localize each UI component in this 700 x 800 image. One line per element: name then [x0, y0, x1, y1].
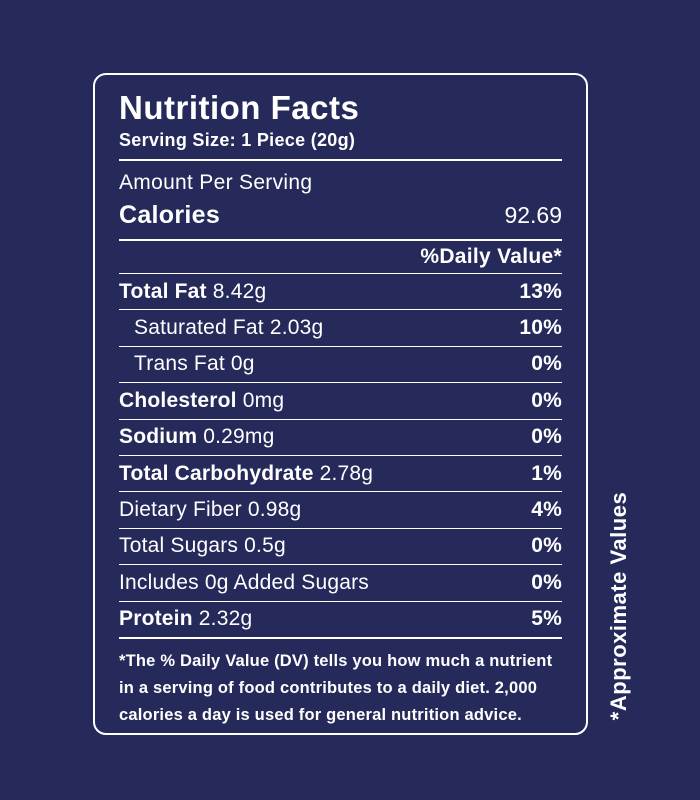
nutrient-percent: 4%	[531, 498, 562, 522]
nutrient-name-group: Protein 2.32g	[119, 607, 252, 631]
nutrient-amount: 2.32g	[192, 607, 253, 631]
nutrient-row: Dietary Fiber 0.98g 4%	[119, 492, 562, 529]
nutrient-name-group: Total Fat 8.42g	[119, 280, 266, 304]
nutrient-name-group: Cholesterol 0mg	[119, 389, 284, 413]
nutrient-amount: 0.29mg	[197, 425, 275, 449]
nutrient-name-group: Saturated Fat 2.03g	[119, 316, 323, 340]
divider-calories	[119, 239, 562, 241]
calories-row: Calories 92.69	[119, 200, 562, 239]
nutrient-name: Sodium	[119, 425, 198, 449]
divider-daily-value	[119, 273, 562, 274]
nutrient-name-group: Dietary Fiber 0.98g	[119, 498, 301, 522]
nutrient-name: Dietary Fiber	[119, 498, 242, 522]
amount-per-serving-label: Amount Per Serving	[119, 171, 313, 194]
nutrient-name-group: Trans Fat 0g	[119, 352, 255, 376]
nutrient-percent: 10%	[519, 316, 562, 340]
nutrient-row: Total Sugars 0.5g 0%	[119, 529, 562, 566]
nutrient-percent: 5%	[531, 607, 562, 631]
nutrient-row: Cholesterol 0mg 0%	[119, 383, 562, 420]
nutrient-amount: 0g	[224, 352, 255, 376]
nutrient-name: Total Sugars	[119, 534, 239, 558]
nutrient-name: Saturated Fat	[134, 316, 264, 340]
nutrient-name: Total Carbohydrate	[119, 461, 314, 485]
nutrient-name-group: Sodium 0.29mg	[119, 425, 274, 449]
nutrient-row: Protein 2.32g 5%	[119, 602, 562, 639]
calories-label: Calories	[119, 201, 221, 229]
nutrient-percent: 13%	[519, 279, 562, 303]
nutrient-row: Trans Fat 0g 0%	[119, 347, 562, 384]
nutrient-amount: 8.42g	[206, 279, 267, 303]
nutrient-row: Includes 0g Added Sugars 0%	[119, 565, 562, 602]
nutrient-table: Total Fat 8.42g 13% Saturated Fat 2.03g …	[119, 274, 562, 639]
nutrient-name: Total Fat	[119, 279, 207, 303]
nutrient-row: Saturated Fat 2.03g 10%	[119, 310, 562, 347]
nutrient-percent: 0%	[531, 425, 562, 449]
nutrient-name-group: Total Carbohydrate 2.78g	[119, 462, 373, 486]
nutrient-name: Protein	[119, 607, 193, 631]
nutrient-amount: 0mg	[236, 388, 285, 412]
calories-value: 92.69	[504, 202, 562, 228]
nutrient-amount: 0.98g	[241, 498, 302, 522]
approximate-values-note: *Approximate Values	[606, 491, 631, 721]
nutrient-amount: 0.5g	[238, 534, 286, 558]
serving-size: Serving Size: 1 Piece (20g)	[119, 130, 356, 150]
nutrient-percent: 0%	[531, 570, 562, 594]
nutrient-percent: 0%	[531, 388, 562, 412]
divider-header	[119, 159, 562, 161]
nutrient-row: Sodium 0.29mg 0%	[119, 420, 562, 456]
nutrient-percent: 1%	[531, 461, 562, 485]
nutrient-name-group: Total Sugars 0.5g	[119, 534, 286, 558]
nutrient-name: Trans Fat	[134, 352, 225, 376]
nutrient-row: Total Fat 8.42g 13%	[119, 274, 562, 311]
nutrition-facts-title: Nutrition Facts	[119, 89, 360, 126]
nutrition-facts-panel: Nutrition Facts Serving Size: 1 Piece (2…	[93, 73, 588, 735]
nutrient-name: Cholesterol	[119, 388, 237, 412]
nutrient-percent: 0%	[531, 534, 562, 558]
daily-value-footnote: *The % Daily Value (DV) tells you how mu…	[119, 651, 553, 724]
nutrient-amount: 2.78g	[313, 461, 374, 485]
nutrient-name-group: Includes 0g Added Sugars	[119, 571, 369, 595]
daily-value-header: %Daily Value*	[420, 245, 562, 268]
nutrient-row: Total Carbohydrate 2.78g 1%	[119, 456, 562, 493]
nutrient-amount: 2.03g	[263, 316, 324, 340]
nutrient-name: Includes 0g Added Sugars	[119, 570, 369, 594]
nutrient-percent: 0%	[531, 352, 562, 376]
